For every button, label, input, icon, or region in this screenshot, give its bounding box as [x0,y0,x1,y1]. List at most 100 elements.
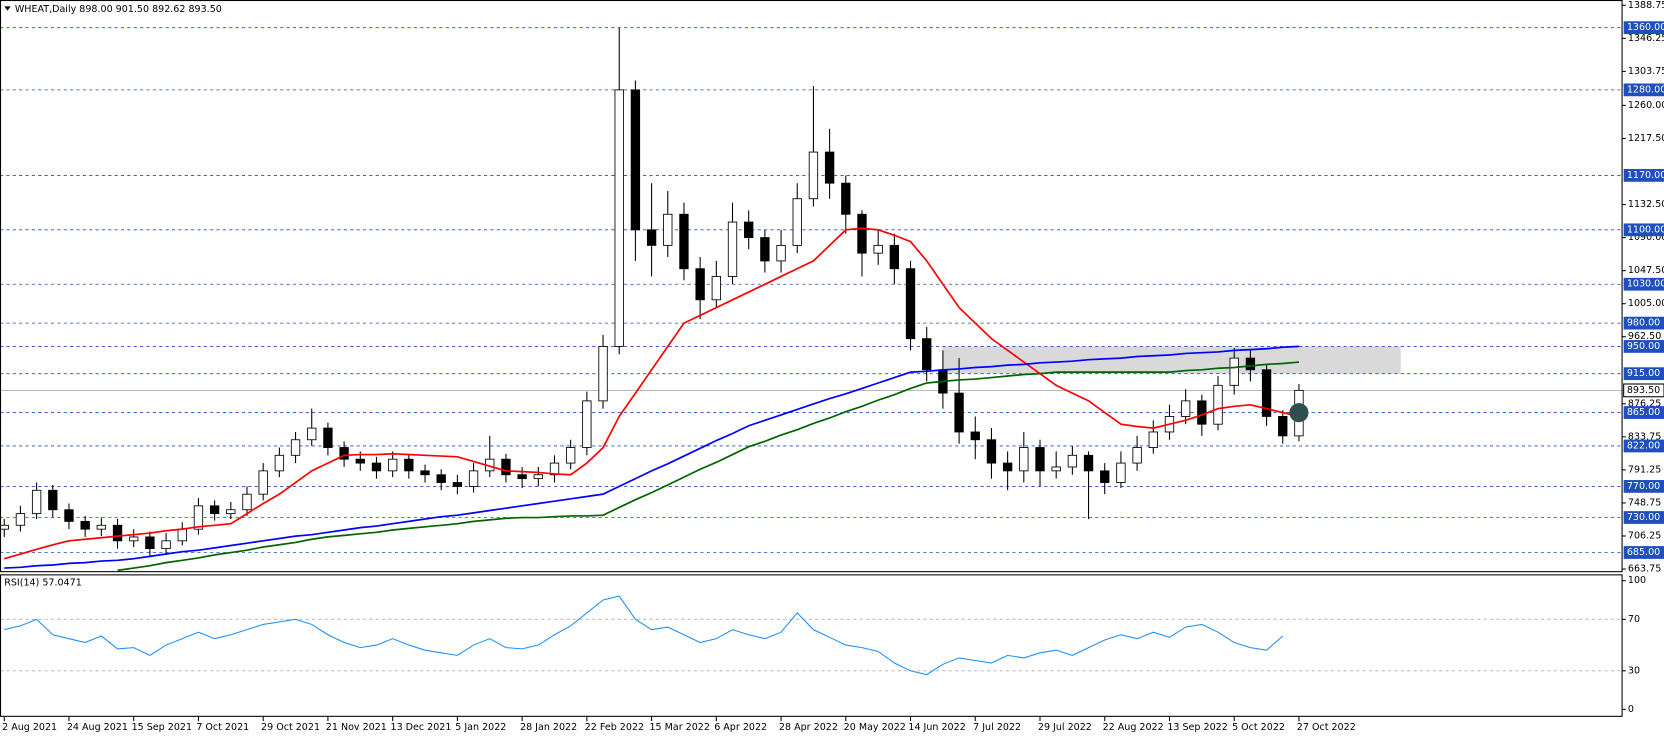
level-label: 1360.00 [1627,22,1664,33]
candle-body [776,244,786,262]
x-tick-label: 5 Oct 2022 [1232,722,1285,733]
candle-body [582,400,592,448]
level-label: 822.00 [1627,440,1660,451]
candle-body [501,458,511,476]
rsi-line [4,595,1284,676]
candle-body [824,151,835,184]
chart-title: WHEAT,Daily 898.00 901.50 892.62 893.50 [15,4,222,15]
rsi-tick-label: 100 [1628,575,1646,586]
x-tick-label: 15 Sep 2021 [132,722,192,733]
candle-body [905,268,916,340]
level-label: 1170.00 [1627,170,1664,181]
candle-body [1035,447,1045,472]
back-layer: 663.75 706.25 748.75 791.25 833.75 876.25 962.… [0,0,1664,715]
candle-body [889,244,900,270]
y-tick-label: 1132.50 [1628,199,1664,210]
level-label-box [1623,480,1664,493]
level-label: 685.00 [1627,547,1660,558]
candle-body [727,221,738,277]
y-tick-label: 876.25 [1628,398,1661,409]
candle-body [0,524,9,530]
y-tick-label: 1005.00 [1628,298,1664,309]
level-label-box [1623,406,1664,419]
candle-body [873,244,883,254]
level-label: 1280.00 [1627,84,1664,95]
candle-body [517,474,527,480]
candle-body [112,524,123,542]
candle-body [954,392,964,433]
candle-body [371,462,382,472]
y-tick-label: 1090.00 [1628,232,1664,243]
level-label-box [1623,316,1664,330]
menu-arrow [4,6,11,11]
x-tick-label: 13 Dec 2021 [391,722,452,733]
level-label: 770.00 [1627,481,1660,492]
x-tick-label: 6 Apr 2022 [714,722,767,733]
candle-body [1229,357,1239,386]
candle-body [177,528,187,542]
candle-body [48,489,58,511]
x-tick-label: 15 Mar 2022 [649,722,709,733]
candle-body [290,439,301,456]
y-tick-label: 1260.00 [1628,100,1664,111]
level-label: 980.00 [1627,318,1660,329]
x-tick-label: 29 Jul 2022 [1038,722,1092,733]
level-label-box [1623,169,1664,182]
candle-body [1083,454,1094,472]
rsi-title: RSI(14) 57.0471 [4,577,82,588]
level-label: 950.00 [1627,341,1660,352]
level-label-box [1623,546,1664,559]
x-tick-label: 13 Sep 2022 [1167,722,1227,733]
marker [1289,403,1309,423]
candle-body [1100,470,1110,483]
candle-body [436,474,446,483]
x-tick-label: 28 Apr 2022 [779,722,838,733]
x-tick-label: 22 Aug 2022 [1103,722,1164,733]
candle-body [598,346,608,402]
candle-body [258,470,268,495]
candle-body [193,505,204,530]
y-tick-label: 1388.75 [1628,0,1664,11]
rsi-panel-border [0,574,1623,717]
candle-body [96,524,107,530]
candle-body [209,505,220,515]
candle-body [31,489,42,515]
level-label: 1100.00 [1627,224,1664,235]
y-tick-label: 1217.50 [1628,133,1664,144]
candle-body [744,221,754,239]
candle-body [129,536,139,542]
level-label: 1030.00 [1627,279,1664,290]
y-tick-label: 1346.25 [1628,33,1664,44]
y-tick-label: 791.25 [1628,464,1661,475]
y-tick-label: 833.75 [1628,431,1661,442]
y-tick-label: 962.50 [1628,331,1661,342]
x-tick-label: 29 Oct 2021 [261,722,320,733]
zone [942,346,1401,374]
candle-body [760,237,770,262]
candle-body [1051,466,1061,472]
candle-body [646,229,657,246]
candle-body [15,513,26,526]
moving-average [117,361,1300,572]
level-label-box [1623,83,1664,97]
level-label: 865.00 [1627,407,1660,418]
candle-body [1019,447,1029,472]
x-tick-label: 20 May 2022 [844,722,906,733]
level-label-box [1623,340,1664,353]
y-tick-label: 1303.75 [1628,66,1664,77]
x-tick-label: 5 Jan 2022 [455,722,506,733]
current-price-label: 893.50 [1627,385,1660,396]
level-label: 730.00 [1627,512,1660,523]
candle-body [145,536,155,550]
y-tick-label: 1047.50 [1628,265,1664,276]
candle-body [161,540,171,550]
x-tick-label: 24 Aug 2021 [67,722,128,733]
level-label-box [1623,223,1664,237]
y-tick-label: 706.25 [1628,530,1661,541]
candle-body [452,482,463,487]
candle-body [808,151,819,200]
candle-body [1245,357,1256,371]
candle-body [695,268,705,301]
